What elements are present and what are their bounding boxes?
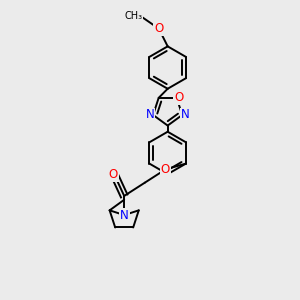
Text: CH₃: CH₃ — [124, 11, 142, 21]
Text: N: N — [120, 208, 129, 222]
Text: N: N — [181, 109, 190, 122]
Text: O: O — [161, 163, 170, 176]
Text: O: O — [108, 168, 118, 181]
Text: O: O — [154, 22, 164, 35]
Text: N: N — [146, 109, 154, 122]
Text: O: O — [174, 91, 184, 104]
